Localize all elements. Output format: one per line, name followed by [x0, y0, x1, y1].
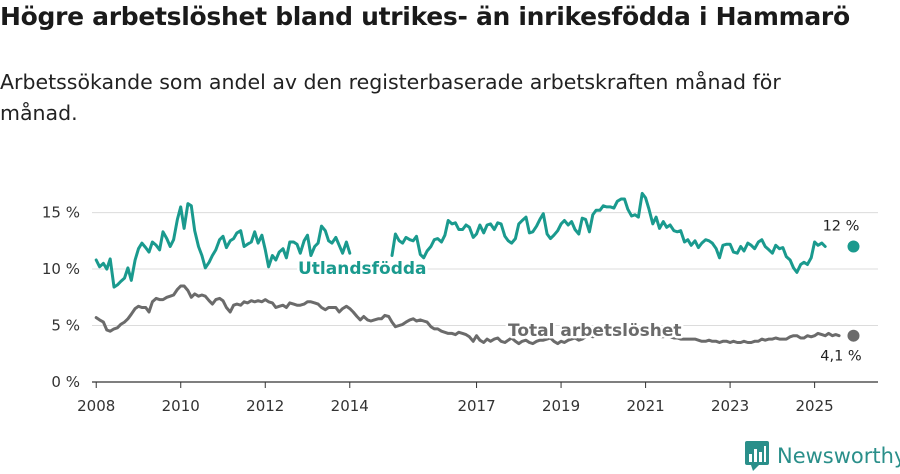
chart-title: Högre arbetslöshet bland utrikes- än inr… [0, 2, 850, 31]
series-line-utlandsfodda [390, 191, 827, 274]
series-name-label: Total arbetslöshet [508, 321, 682, 341]
y-tick-label: 15 % [42, 204, 80, 222]
end-point-marker [847, 240, 860, 253]
x-tick-label: 2017 [457, 397, 495, 415]
chart-subtitle: Arbetssökande som andel av den registerb… [0, 70, 781, 125]
series-line-utlandsfodda [94, 202, 352, 289]
newsworthy-logo-icon [745, 441, 769, 471]
x-tick-label: 2010 [162, 397, 200, 415]
end-value-label-utlandsfodda: 12 % [823, 218, 860, 234]
x-tick-label: 2025 [796, 397, 834, 415]
y-axis: 0 % 5 % 10 % 15 % [42, 204, 80, 391]
series-name-label: Utlandsfödda [298, 259, 427, 279]
y-tick-label: 10 % [42, 260, 80, 278]
x-tick-label: 2023 [711, 397, 749, 415]
series-lines [94, 191, 860, 346]
y-tick-label: 5 % [51, 317, 80, 335]
series-line-total [94, 284, 841, 346]
series-labels: Utlandsfödda Total arbetslöshet 12 % 4,1 % [296, 218, 862, 365]
end-value-label-total: 4,1 % [820, 349, 861, 365]
brand-name: Newsworthy [777, 444, 900, 468]
brand: Newsworthy [745, 440, 900, 472]
x-axis: 2008 2010 2012 2014 2017 2019 2021 2023 2025 [77, 381, 878, 415]
x-tick-label: 2008 [77, 397, 115, 415]
x-tick-label: 2019 [542, 397, 580, 415]
x-tick-label: 2014 [331, 397, 369, 415]
x-tick-label: 2021 [626, 397, 664, 415]
end-point-marker [847, 329, 860, 342]
x-tick-label: 2012 [246, 397, 284, 415]
grid-lines [92, 212, 878, 327]
y-tick-label: 0 % [51, 373, 80, 391]
